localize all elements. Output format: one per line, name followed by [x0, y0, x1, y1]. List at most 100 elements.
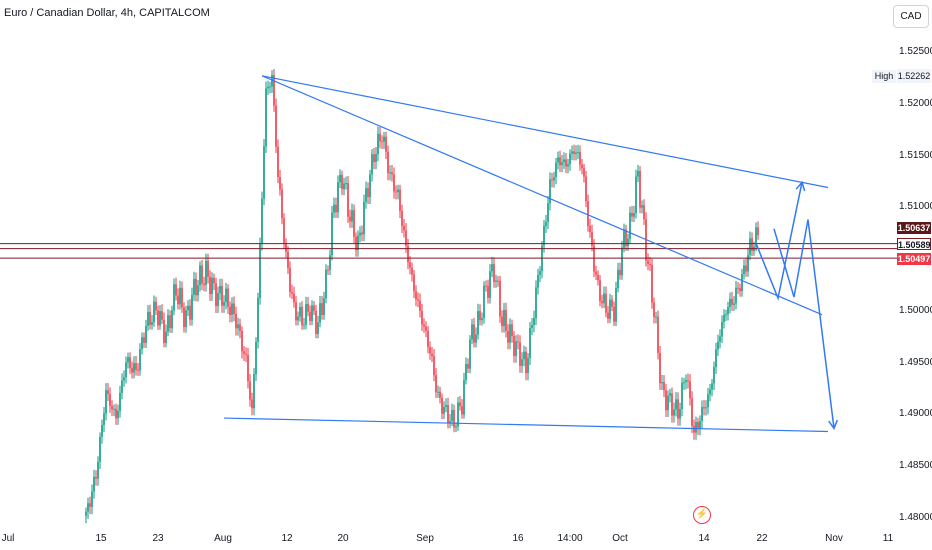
candle-body: [307, 303, 309, 312]
candle-body: [517, 341, 519, 343]
candle-body: [579, 151, 581, 165]
currency-button[interactable]: CAD: [893, 5, 929, 28]
candle-body: [445, 405, 447, 407]
candle-body: [271, 75, 273, 87]
candle-body: [625, 229, 627, 247]
candle-body: [677, 399, 679, 419]
candle-body: [165, 331, 167, 344]
candle-body: [331, 212, 333, 256]
candle-body: [159, 311, 161, 326]
candle-body: [599, 280, 601, 302]
candle-body: [463, 380, 465, 415]
candle-body: [443, 406, 445, 414]
candle-body: [485, 285, 487, 287]
candle-body: [577, 151, 579, 153]
candle-body: [709, 389, 711, 395]
candle-body: [613, 306, 615, 322]
candle-body: [123, 377, 125, 381]
candle-body: [373, 154, 375, 163]
candle-body: [139, 349, 141, 371]
candle-body: [363, 201, 365, 235]
candle-body: [543, 225, 545, 246]
candle-body: [285, 242, 287, 252]
y-tick-label: 1.52500: [899, 46, 932, 57]
candle-body: [329, 255, 331, 270]
candle-body: [347, 183, 349, 217]
candle-body: [711, 383, 713, 390]
candle-body: [233, 303, 235, 314]
candle-body: [559, 157, 561, 166]
candle-body: [461, 406, 463, 415]
candle-body: [459, 402, 461, 407]
candle-body: [379, 133, 381, 142]
candle-body: [353, 210, 355, 237]
candle-body: [575, 152, 577, 154]
candle-body: [333, 204, 335, 213]
candle-body: [623, 229, 625, 248]
candle-body: [601, 301, 603, 304]
flash-icon[interactable]: ⚡: [693, 506, 711, 524]
candle-body: [453, 410, 455, 428]
y-tick-label: 1.51000: [899, 201, 932, 212]
candle-body: [427, 330, 429, 348]
candle-body: [319, 303, 321, 323]
candle-body: [551, 179, 553, 181]
candle-body: [229, 306, 231, 316]
candle-body: [231, 303, 233, 316]
candle-body: [647, 260, 649, 264]
inner-trendline: [261, 75, 823, 316]
x-tick-label: Aug: [214, 533, 232, 544]
candle-body: [241, 331, 243, 352]
candle-body: [731, 298, 733, 305]
candle-body: [277, 146, 279, 178]
candle-body: [283, 218, 285, 243]
upper-trendline: [261, 75, 829, 189]
candle-body: [101, 424, 103, 437]
candle-body: [467, 363, 469, 369]
candle-body: [253, 373, 255, 409]
candle-body: [133, 363, 135, 373]
candle-body: [433, 356, 435, 376]
candle-body: [213, 277, 215, 284]
x-tick-label: 16: [512, 533, 524, 544]
candle-body: [669, 393, 671, 396]
candle-body: [473, 324, 475, 343]
candle-body: [571, 151, 573, 154]
candle-body: [369, 174, 371, 198]
candle-body: [275, 105, 277, 147]
candle-body: [595, 271, 597, 275]
candle-body: [481, 318, 483, 321]
candle-body: [757, 227, 759, 236]
candle-body: [181, 287, 183, 308]
candle-body: [273, 75, 275, 106]
candle-body: [429, 347, 431, 354]
candle-body: [359, 232, 361, 236]
candle-body: [335, 204, 337, 213]
candle-body: [465, 363, 467, 381]
candle-body: [547, 203, 549, 222]
candle-body: [419, 300, 421, 311]
candle-body: [567, 164, 569, 167]
candle-body: [525, 351, 527, 374]
candle-body: [621, 247, 623, 276]
candle-body: [93, 476, 95, 492]
candle-body: [199, 265, 201, 286]
candle-body: [423, 324, 425, 327]
candle-body: [343, 183, 345, 190]
candle-body: [297, 316, 299, 321]
candle-body: [493, 264, 495, 282]
y-tick-label: 1.48000: [899, 512, 932, 523]
candle-body: [117, 410, 119, 419]
candle-body: [641, 205, 643, 208]
candle-body: [391, 172, 393, 175]
candle-body: [235, 313, 237, 329]
candle-body: [257, 297, 259, 342]
candle-body: [393, 174, 395, 192]
candle-body: [381, 141, 383, 143]
candle-body: [689, 381, 691, 399]
candle-body: [487, 286, 489, 298]
candle-body: [193, 278, 195, 295]
projection-path-up: [755, 182, 803, 301]
candle-body: [435, 375, 437, 393]
